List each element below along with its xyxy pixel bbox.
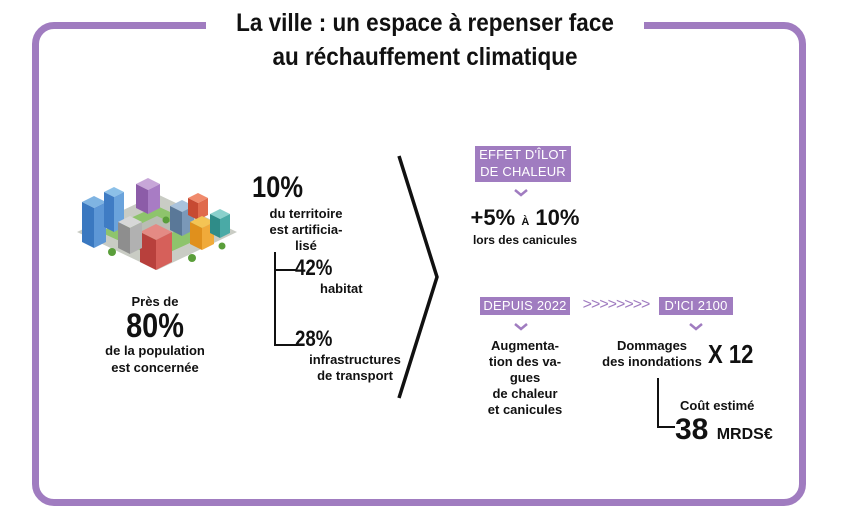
page-title: La ville : un espace à repenser face au … (228, 6, 622, 74)
ici-multiplier: X 12 (708, 339, 754, 369)
population-line-1: de la population (105, 343, 205, 358)
population-percent: 80% (126, 307, 184, 345)
transport-line-2: de transport (317, 368, 393, 383)
transport-connector (274, 322, 298, 346)
city-illustration (77, 178, 237, 270)
territoire-label: du territoire est artificia- lisé (256, 206, 356, 254)
ici-line-2: des inondations (602, 354, 702, 369)
ilot-value-start: +5% (470, 205, 516, 230)
title-line-2: au réchauffement climatique (272, 43, 578, 71)
depuis-label: Augmenta- tion des va- gues de chaleur e… (470, 338, 580, 418)
ici-line-1: Dommages (616, 338, 688, 353)
depuis-line-2: tion des va- (488, 354, 562, 369)
territoire-line-1: du territoire (269, 206, 343, 221)
ilot-tag: EFFET D'ÎLOT DE CHALEUR (475, 146, 571, 182)
habitat-connector (274, 252, 296, 271)
cost-value-number: 38 (675, 413, 709, 446)
ilot-tag-line-2: DE CHALEUR (480, 164, 566, 179)
title-background (206, 6, 644, 86)
territoire-line-3: lisé (295, 238, 317, 253)
population-line-2: est concernée (111, 360, 199, 375)
transport-percent: 28% (295, 326, 333, 351)
cost-value-unit: MRDS€ (716, 426, 773, 443)
depuis-line-3: gues (509, 370, 541, 385)
ici-tag: D'ICI 2100 (659, 297, 733, 315)
depuis-chevron-down-icon (514, 323, 528, 331)
ici-label: Dommages des inondations (596, 338, 708, 370)
depuis-line-5: et canicules (487, 402, 563, 417)
cost-label: Coût estimé (680, 398, 755, 413)
habitat-percent: 42% (295, 255, 333, 280)
ilot-value-end: 10% (535, 205, 580, 230)
cost-value: 38 MRDS€ (675, 414, 773, 451)
ilot-value-mid: À (521, 216, 530, 228)
transport-line-1: infrastructures (309, 352, 401, 367)
ilot-value: +5% À 10% (470, 206, 580, 234)
depuis-line-1: Augmenta- (491, 338, 559, 353)
habitat-label: habitat (320, 281, 363, 296)
ilot-label: lors des canicules (472, 233, 578, 247)
population-block: Près de 80% de la population est concern… (90, 294, 220, 376)
territoire-line-2: est artificia- (269, 222, 343, 237)
depuis-line-4: de chaleur (492, 386, 558, 401)
timeline-arrows: >>>>>>>> (582, 296, 651, 313)
ilot-tag-line-1: EFFET D'ÎLOT (479, 147, 567, 162)
ilot-chevron-down-icon (514, 189, 528, 197)
separator-chevron (397, 155, 439, 399)
ici-chevron-down-icon (689, 323, 703, 331)
population-intro: Près de (131, 294, 179, 309)
title-line-1: La ville : un espace à repenser face (236, 9, 614, 37)
depuis-tag: DEPUIS 2022 (480, 297, 570, 315)
territoire-connector (274, 252, 296, 344)
transport-label: infrastructures de transport (300, 352, 410, 384)
territoire-percent: 10% (252, 171, 304, 204)
cost-connector (657, 378, 675, 428)
